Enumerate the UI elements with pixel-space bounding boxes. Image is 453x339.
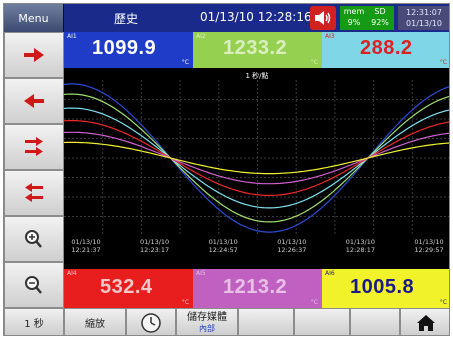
menu-button[interactable]: Menu: [4, 4, 64, 32]
save-media-sub: 內部: [199, 323, 215, 333]
double-arrow-left-icon: [25, 183, 43, 202]
channel-tag: AI4: [67, 270, 77, 277]
channel-value: 288.2: [360, 37, 413, 59]
history-datetime: 01/13/10 12:28:16: [200, 10, 312, 24]
channel-unit: °C: [439, 59, 447, 66]
sd-value: 92%: [371, 18, 389, 27]
channel-tag: AI2: [196, 33, 206, 40]
x-tick-label: 01/13/10 12:28:17: [346, 238, 375, 254]
x-tick-label: 01/13/10 12:24:57: [209, 238, 238, 254]
scroll-back-button[interactable]: [4, 78, 64, 124]
recorder-screen: Menu 歷史 01/13/10 12:28:16 mem SD 9% 92% …: [3, 3, 450, 336]
top-bar: Menu 歷史 01/13/10 12:28:16 mem SD 9% 92% …: [4, 4, 449, 32]
zoom-out-icon: [25, 276, 42, 294]
storage-status: mem SD 9% 92%: [340, 6, 394, 30]
series-line: [64, 83, 449, 233]
page-title: 歷史: [114, 12, 139, 26]
speaker-icon: [315, 11, 331, 25]
alarm-speaker-button[interactable]: [310, 6, 336, 30]
channel-value: 1233.2: [223, 37, 288, 59]
x-axis-ticks: 01/13/10 12:21:37 01/13/10 12:23:17 01/13/10…: [71, 238, 443, 254]
series-line: [64, 93, 449, 223]
save-media-label: 儲存媒體: [187, 311, 227, 323]
zoom-in-icon: [25, 230, 42, 248]
bottom-bar: 1 秒 縮放 儲存媒體 內部: [4, 308, 449, 335]
clock-icon: [141, 312, 161, 333]
left-button-column: [4, 32, 64, 308]
zoom-button[interactable]: 縮放: [64, 308, 126, 335]
series-line: [64, 120, 449, 196]
channel-unit: °C: [310, 59, 318, 66]
x-tick-label: 01/13/10 12:26:37: [277, 238, 306, 254]
clock-time: 12:31:07: [406, 8, 442, 17]
system-clock: 12:31:07 01/13/10: [398, 6, 449, 30]
channel-panel-ai1[interactable]: AI1 1099.9 °C: [64, 32, 193, 68]
chart-series: [64, 83, 449, 233]
channel-unit: °C: [310, 299, 318, 306]
home-icon: [416, 314, 435, 331]
double-arrow-right-icon: [25, 137, 43, 156]
channel-tag: AI6: [325, 270, 335, 277]
channel-tag: AI3: [325, 33, 335, 40]
x-tick-label: 01/13/10 12:21:37: [71, 238, 100, 254]
sd-label: SD: [374, 7, 386, 16]
zoom-in-button[interactable]: [4, 216, 64, 262]
series-line: [64, 107, 449, 209]
x-tick-label: 01/13/10 12:23:17: [140, 238, 169, 254]
sample-rate-button[interactable]: 1 秒: [4, 308, 64, 335]
fast-forward-button[interactable]: [4, 124, 64, 170]
scroll-forward-button[interactable]: [4, 32, 64, 78]
fast-back-button[interactable]: [4, 170, 64, 216]
blank-button-2[interactable]: [294, 308, 350, 335]
time-search-button[interactable]: [126, 308, 176, 335]
channel-unit: °C: [181, 59, 189, 66]
channel-value: 532.4: [100, 276, 153, 298]
series-line: [64, 141, 449, 175]
series-line: [64, 131, 449, 185]
time-scale-label: 1 秒/點: [245, 71, 268, 80]
x-tick-label: 01/13/10 12:29:57: [414, 238, 443, 254]
channel-panel-ai5[interactable]: AI5 1213.2 °C: [193, 269, 322, 308]
arrow-right-icon: [24, 48, 44, 62]
channel-unit: °C: [181, 299, 189, 306]
channel-value: 1213.2: [223, 276, 288, 298]
chart-grid: [64, 80, 449, 236]
blank-button-1[interactable]: [238, 308, 294, 335]
channel-panel-ai2[interactable]: AI2 1233.2 °C: [193, 32, 322, 68]
zoom-out-button[interactable]: [4, 262, 64, 308]
channel-unit: °C: [439, 299, 447, 306]
channel-tag: AI5: [196, 270, 206, 277]
arrow-left-icon: [24, 94, 44, 108]
channel-panel-ai3[interactable]: AI3 288.2 °C: [322, 32, 449, 68]
home-button[interactable]: [400, 308, 449, 335]
channel-value: 1099.9: [92, 37, 157, 59]
clock-date: 01/13/10: [406, 19, 442, 28]
channel-tag: AI1: [67, 33, 77, 40]
blank-button-3[interactable]: [350, 308, 400, 335]
channel-panel-ai6[interactable]: AI6 1005.8 °C: [322, 269, 449, 308]
channel-panel-ai4[interactable]: AI4 532.4 °C: [64, 269, 193, 308]
mem-value: 9%: [347, 18, 361, 27]
save-media-button[interactable]: 儲存媒體 內部: [176, 308, 238, 335]
mem-label: mem: [343, 7, 365, 16]
channel-value: 1005.8: [350, 276, 415, 298]
